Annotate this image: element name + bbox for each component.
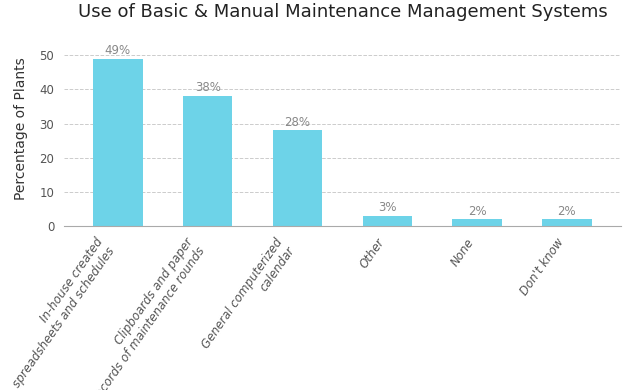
Text: 2%: 2%	[468, 205, 486, 218]
Bar	[273, 130, 322, 226]
Bar	[452, 219, 502, 226]
Bar	[542, 219, 591, 226]
Title: Use of Basic & Manual Maintenance Management Systems: Use of Basic & Manual Maintenance Manage…	[77, 3, 607, 21]
Bar	[183, 96, 232, 226]
Text: 3%: 3%	[378, 201, 397, 214]
Text: 38%: 38%	[195, 82, 221, 94]
Text: 2%: 2%	[557, 205, 576, 218]
Bar	[93, 58, 143, 226]
Text: 49%: 49%	[105, 44, 131, 57]
Y-axis label: Percentage of Plants: Percentage of Plants	[14, 57, 28, 200]
Text: 28%: 28%	[285, 116, 310, 129]
Bar	[363, 216, 412, 226]
